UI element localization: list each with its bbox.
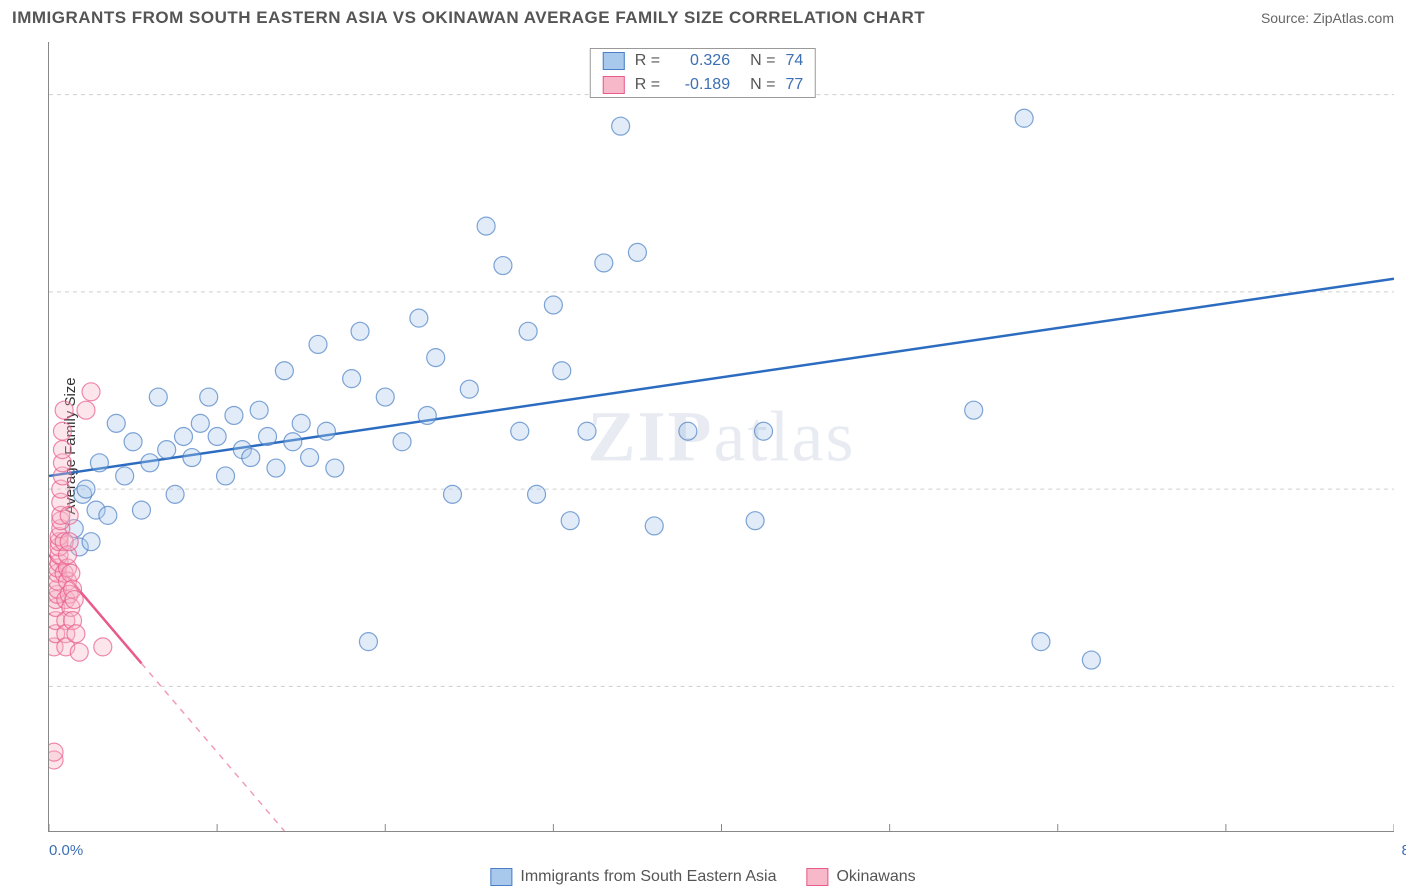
- source-attribution: Source: ZipAtlas.com: [1261, 10, 1394, 26]
- correlation-legend: R = 0.326 N = 74 R = -0.189 N = 77: [590, 48, 816, 98]
- legend-row: R = 0.326 N = 74: [591, 49, 815, 73]
- legend-swatch: [603, 52, 625, 70]
- x-tick-label-max: 80.0%: [1401, 842, 1406, 859]
- legend-row: R = -0.189 N = 77: [591, 73, 815, 97]
- plot-area: ZIPatlas 2.753.504.255.000.0%80.0%: [48, 42, 1394, 832]
- legend-item: Immigrants from South Eastern Asia: [490, 868, 776, 886]
- series-legend: Immigrants from South Eastern Asia Okinaw…: [490, 868, 915, 886]
- header: IMMIGRANTS FROM SOUTH EASTERN ASIA VS OK…: [12, 8, 1394, 28]
- x-tick-label-min: 0.0%: [49, 842, 83, 859]
- scatter-svg: [49, 42, 1394, 831]
- chart-title: IMMIGRANTS FROM SOUTH EASTERN ASIA VS OK…: [12, 8, 925, 28]
- legend-item: Okinawans: [806, 868, 915, 886]
- legend-swatch: [490, 868, 512, 886]
- legend-swatch: [806, 868, 828, 886]
- chart-container: IMMIGRANTS FROM SOUTH EASTERN ASIA VS OK…: [0, 0, 1406, 892]
- legend-swatch: [603, 76, 625, 94]
